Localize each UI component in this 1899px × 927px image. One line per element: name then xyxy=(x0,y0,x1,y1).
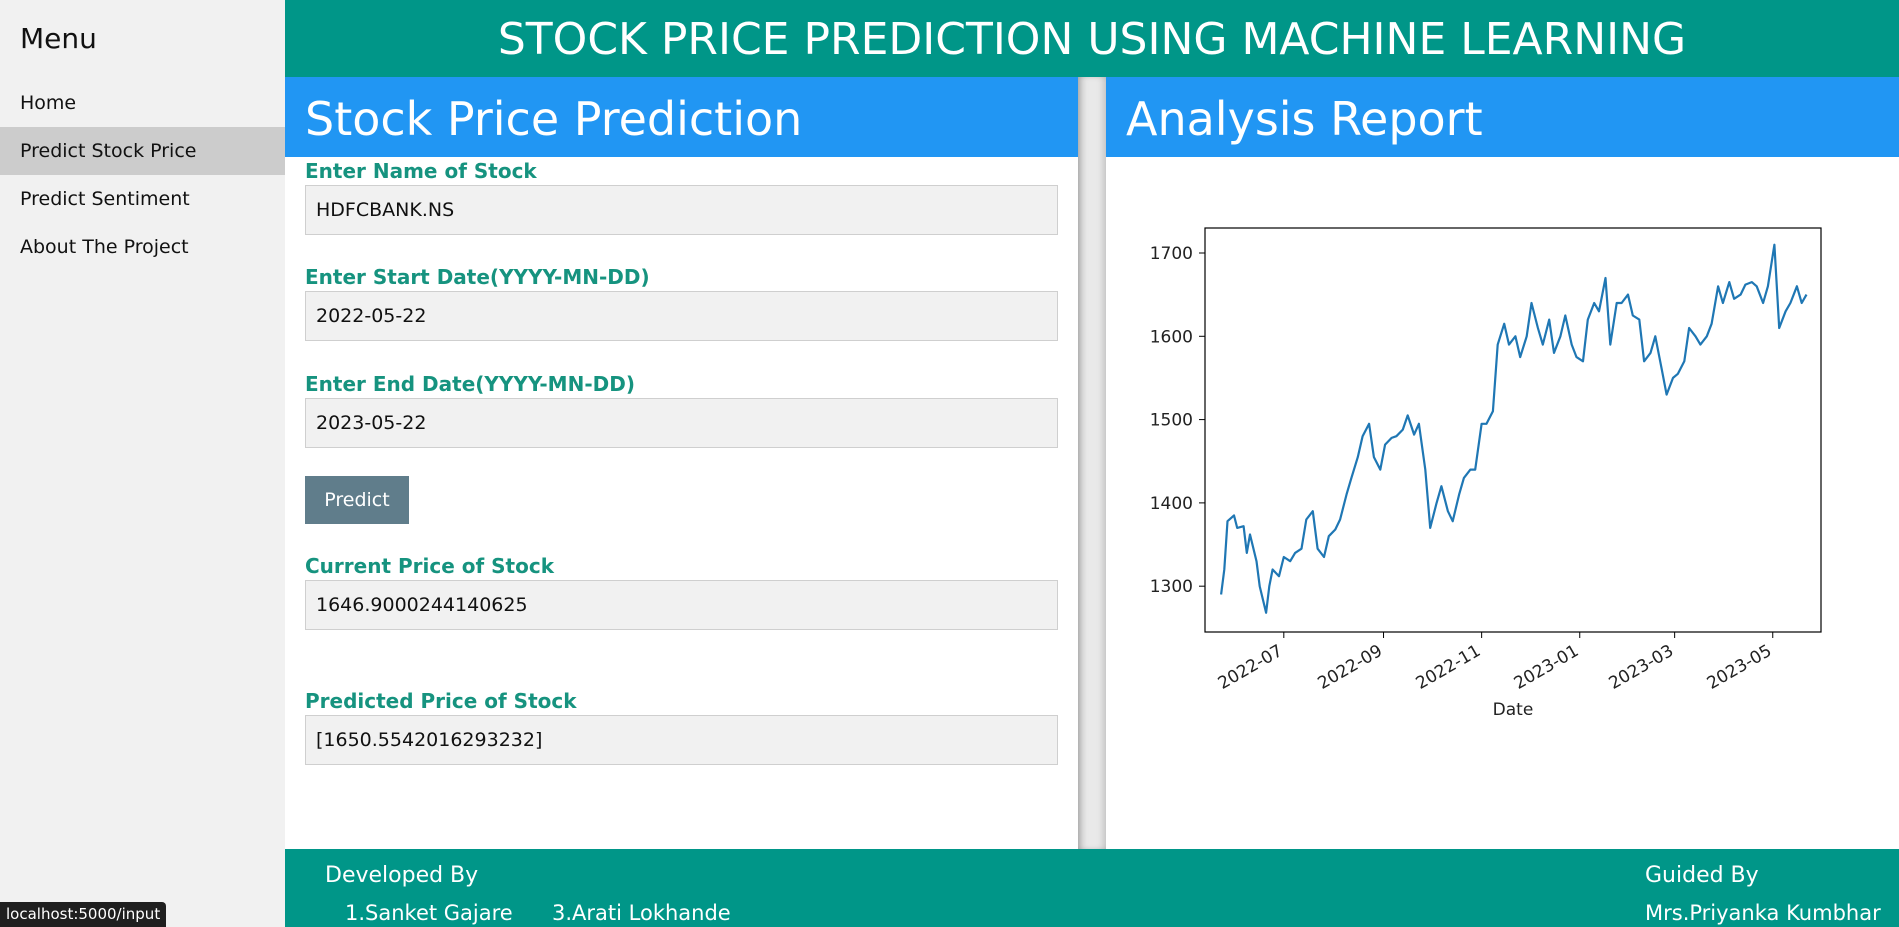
price-series-line xyxy=(1220,243,1808,614)
x-tick-label: 2022-09 xyxy=(1315,641,1387,694)
page-title: STOCK PRICE PREDICTION USING MACHINE LEA… xyxy=(285,0,1899,77)
y-tick-label: 1700 xyxy=(1150,244,1193,264)
x-tick-label: 2023-03 xyxy=(1606,641,1678,694)
y-tick-label: 1500 xyxy=(1150,411,1193,431)
price-chart: 1300 1400 1500 1600 1700 2022-07 2022-09 2022-1… xyxy=(1150,227,1822,720)
chart-axes-frame xyxy=(1204,227,1822,633)
y-tick-label: 1400 xyxy=(1150,494,1193,514)
predicted-price-label: Predicted Price of Stock xyxy=(305,689,577,713)
x-tick-label: 2023-05 xyxy=(1704,641,1776,694)
x-axis-label: Date xyxy=(1493,700,1534,720)
developed-by-label: Developed By xyxy=(325,863,479,888)
y-tick-label: 1600 xyxy=(1150,327,1193,347)
guide-name: Mrs.Priyanka Kumbhar xyxy=(1645,901,1881,925)
developer-1: 1.Sanket Gajare xyxy=(345,901,513,925)
x-tick-label: 2022-07 xyxy=(1215,641,1287,694)
x-tick-label: 2023-01 xyxy=(1511,641,1583,694)
prediction-panel-title: Stock Price Prediction xyxy=(285,77,1078,157)
status-url: localhost:5000/input xyxy=(0,902,167,927)
analysis-panel-title: Analysis Report xyxy=(1106,77,1899,157)
stock-name-label: Enter Name of Stock xyxy=(305,159,537,183)
sidebar-item-predict-sentiment[interactable]: Predict Sentiment xyxy=(20,188,190,210)
x-tick-label: 2022-11 xyxy=(1413,641,1485,694)
end-date-input[interactable]: 2023-05-22 xyxy=(305,398,1058,448)
stock-name-input[interactable]: HDFCBANK.NS xyxy=(305,185,1058,235)
start-date-label: Enter Start Date(YYYY-MN-DD) xyxy=(305,265,650,289)
y-tick-label: 1300 xyxy=(1150,577,1193,597)
sidebar: Menu Home Predict Stock Price Predict Se… xyxy=(0,0,285,927)
panel-divider xyxy=(1078,77,1106,849)
current-price-field: 1646.9000244140625 xyxy=(305,580,1058,630)
predicted-price-field: [1650.5542016293232] xyxy=(305,715,1058,765)
predict-button[interactable]: Predict xyxy=(305,476,409,524)
current-price-label: Current Price of Stock xyxy=(305,554,554,578)
sidebar-item-home[interactable]: Home xyxy=(20,92,77,114)
sidebar-item-predict-stock-price[interactable]: Predict Stock Price xyxy=(0,127,285,175)
start-date-input[interactable]: 2022-05-22 xyxy=(305,291,1058,341)
end-date-label: Enter End Date(YYYY-MN-DD) xyxy=(305,372,635,396)
footer: Developed By 1.Sanket Gajare 3.Arati Lok… xyxy=(285,849,1899,927)
guided-by-label: Guided By xyxy=(1645,863,1759,888)
sidebar-item-about-project[interactable]: About The Project xyxy=(20,236,189,258)
developer-3: 3.Arati Lokhande xyxy=(552,901,731,925)
sidebar-title: Menu xyxy=(20,22,97,55)
